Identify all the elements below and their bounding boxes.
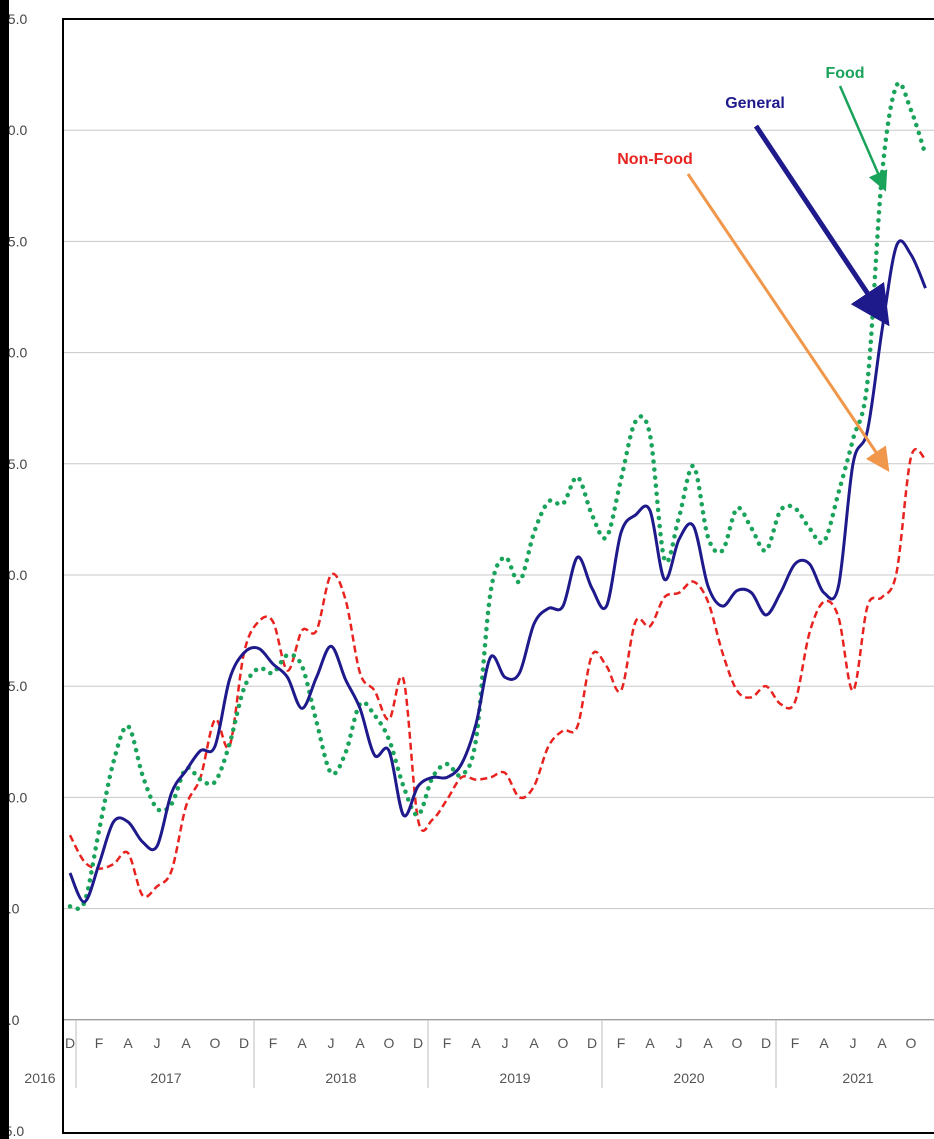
series-line-general: [68, 239, 927, 904]
x-year-label: 2016: [24, 1070, 55, 1086]
x-year-label: 2021: [842, 1070, 873, 1086]
x-month-label: A: [297, 1035, 307, 1051]
x-month-label: O: [384, 1035, 395, 1051]
x-month-label: A: [645, 1035, 655, 1051]
x-month-label: D: [239, 1035, 249, 1051]
x-month-label: F: [791, 1035, 800, 1051]
x-month-label: O: [906, 1035, 917, 1051]
x-month-label: A: [355, 1035, 365, 1051]
annotation-label-non-food: Non-Food: [617, 151, 693, 168]
x-month-label: A: [181, 1035, 191, 1051]
general-arrow: [753, 124, 890, 327]
x-month-label: A: [819, 1035, 829, 1051]
x-month-label: F: [617, 1035, 626, 1051]
x-month-label: J: [676, 1035, 683, 1051]
x-axis: D F A J A O D F A J A O D F A J A O D F A J A O D F A J A O 2016 2017 20…: [24, 1019, 934, 1088]
x-month-label: O: [732, 1035, 743, 1051]
x-year-label: 2020: [673, 1070, 704, 1086]
x-month-label: F: [443, 1035, 452, 1051]
annotation-label-food: Food: [825, 65, 864, 82]
x-month-label: A: [877, 1035, 887, 1051]
x-month-label: D: [413, 1035, 423, 1051]
x-month-label: A: [703, 1035, 713, 1051]
x-month-label: A: [471, 1035, 481, 1051]
x-month-label: F: [95, 1035, 104, 1051]
non-food-arrow: [686, 173, 890, 472]
x-year-label: 2017: [150, 1070, 181, 1086]
x-month-label: O: [210, 1035, 221, 1051]
x-month-label: D: [761, 1035, 771, 1051]
series-line-food: [67, 80, 928, 911]
annotation-label-general: General: [725, 95, 785, 112]
x-month-label: J: [328, 1035, 335, 1051]
series-line-non-food: [68, 448, 927, 899]
x-month-label: J: [502, 1035, 509, 1051]
food-arrow: [838, 85, 888, 192]
series-lines: [67, 80, 928, 911]
x-year-label: 2018: [325, 1070, 356, 1086]
x-month-label: A: [123, 1035, 133, 1051]
x-month-label: D: [587, 1035, 597, 1051]
x-month-label: O: [558, 1035, 569, 1051]
gridlines: [64, 129, 934, 1021]
left-edge-bar: [0, 0, 9, 1139]
x-month-label: F: [269, 1035, 278, 1051]
plot-frame: [62, 18, 934, 1134]
x-month-label: J: [850, 1035, 857, 1051]
x-year-label: 2019: [499, 1070, 530, 1086]
x-month-label: D: [65, 1035, 75, 1051]
x-month-label: A: [529, 1035, 539, 1051]
x-month-label: J: [154, 1035, 161, 1051]
annotations: Food General Non-Food: [617, 65, 890, 472]
